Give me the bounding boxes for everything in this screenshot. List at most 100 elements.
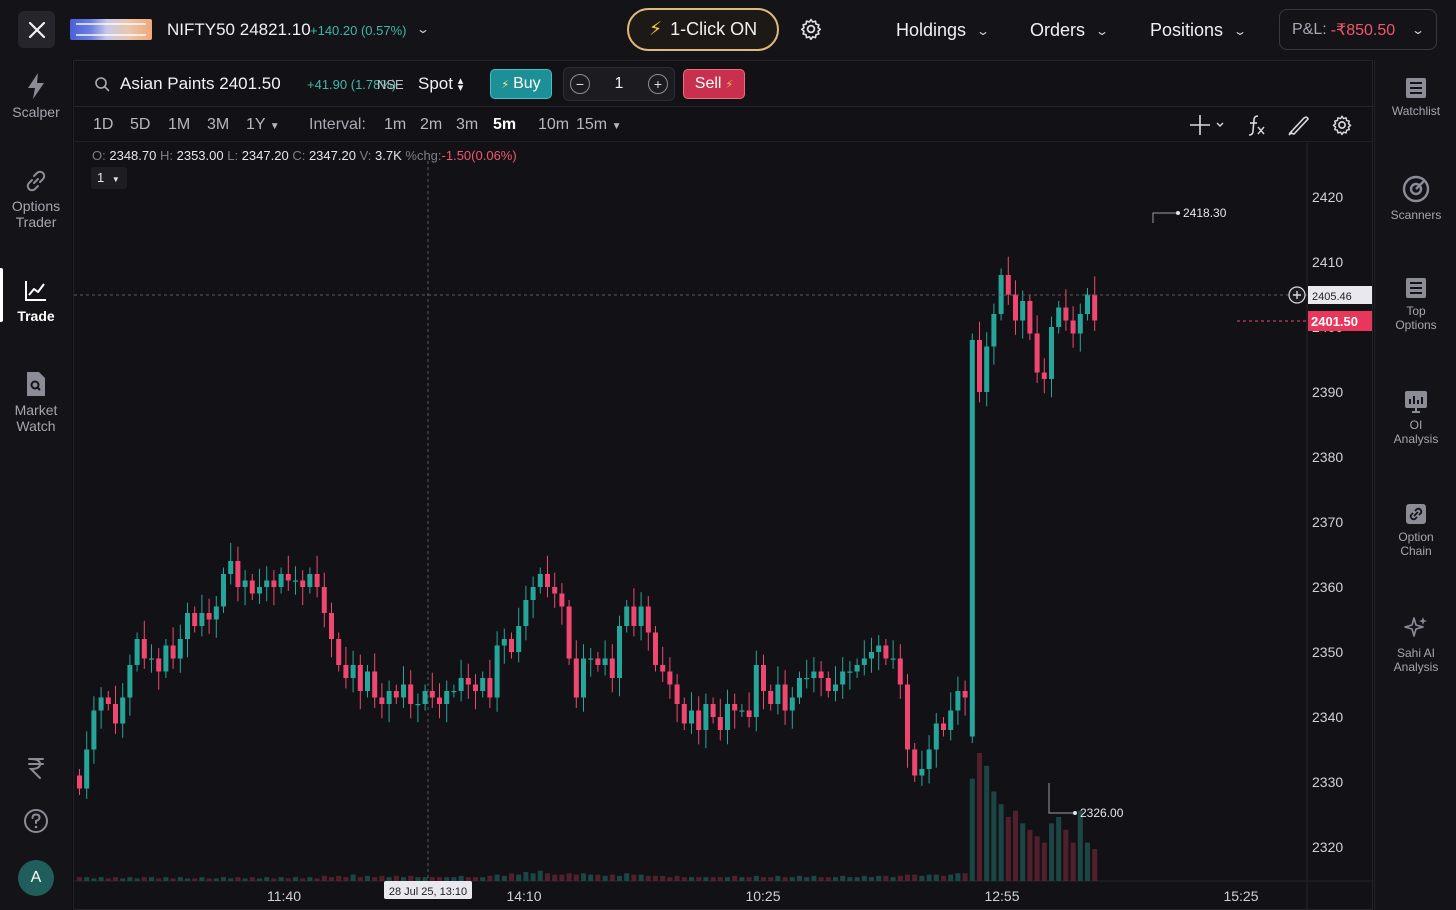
interval-10m[interactable]: 10m bbox=[538, 116, 570, 133]
chart-settings-icon[interactable] bbox=[1331, 114, 1353, 136]
candle-body bbox=[473, 684, 478, 691]
sidebar-item-label: Scalper bbox=[12, 104, 60, 120]
volume-bar bbox=[401, 877, 406, 881]
holdings-menu[interactable]: Holdings ⌄ bbox=[896, 20, 990, 41]
crosshair-time: 28 Jul 25, 13:10 bbox=[389, 886, 467, 898]
rupee-button[interactable] bbox=[0, 756, 72, 784]
last-price: 2401.50 bbox=[1311, 314, 1358, 329]
candle-body bbox=[869, 652, 874, 659]
candle-body bbox=[1049, 327, 1054, 379]
volume-bar bbox=[192, 878, 198, 881]
range-5d[interactable]: 5D bbox=[130, 116, 151, 133]
volume-bar bbox=[465, 877, 471, 881]
symbol-name: Asian Paints bbox=[120, 74, 215, 93]
pane-selector[interactable]: 1 ▼ bbox=[91, 167, 127, 189]
candle-body bbox=[897, 658, 903, 685]
interval-1m[interactable]: 1m bbox=[384, 116, 407, 133]
sell-button[interactable]: Sell ⚡ bbox=[683, 69, 745, 99]
candle-body bbox=[314, 574, 320, 587]
sidebar-item-market-watch[interactable]: Market Watch bbox=[0, 370, 72, 434]
indicators-icon[interactable] bbox=[1245, 114, 1267, 136]
candle-body bbox=[797, 678, 802, 698]
pnl-dropdown[interactable]: P&L: -₹850.50 ⌄ bbox=[1279, 9, 1437, 50]
volume-bar bbox=[271, 878, 277, 881]
candle-body bbox=[696, 710, 702, 730]
volume-bar bbox=[883, 875, 889, 881]
symbol-search[interactable]: Asian Paints 2401.50 bbox=[120, 74, 281, 94]
positions-menu[interactable]: Positions ⌄ bbox=[1150, 20, 1247, 41]
gear-icon[interactable] bbox=[799, 17, 823, 41]
buy-button[interactable]: ⚡ Buy bbox=[490, 69, 552, 99]
list-icon bbox=[1406, 78, 1426, 98]
decrement-button[interactable]: − bbox=[570, 74, 590, 94]
sidebar-item-scalper[interactable]: Scalper bbox=[0, 72, 72, 120]
interval-3m[interactable]: 3m bbox=[456, 116, 479, 133]
crosshair-icon[interactable] bbox=[1189, 114, 1229, 136]
sidebar-item-top-options[interactable]: Top Options bbox=[1375, 276, 1456, 332]
candle-body bbox=[437, 697, 442, 704]
sidebar-item-scanners[interactable]: Scanners bbox=[1375, 174, 1456, 222]
volume-bar bbox=[573, 874, 579, 881]
volume-bar bbox=[811, 875, 817, 881]
candle-body bbox=[847, 671, 853, 673]
volume-bar bbox=[321, 875, 327, 881]
sidebar-item-oi-analysis[interactable]: OI Analysis bbox=[1375, 388, 1456, 446]
sidebar-item-label: OI Analysis bbox=[1393, 418, 1439, 446]
sidebar-item-trade[interactable]: Trade bbox=[0, 268, 72, 324]
candle-body bbox=[494, 645, 500, 698]
plus-icon bbox=[1293, 291, 1301, 299]
volume-bar bbox=[278, 877, 284, 881]
range-1m[interactable]: 1M bbox=[168, 116, 191, 133]
segment-select[interactable]: Spot ▴ ▾ bbox=[418, 74, 463, 94]
candle-body bbox=[480, 678, 486, 691]
candle-body bbox=[365, 671, 370, 691]
avatar[interactable]: A bbox=[18, 860, 54, 896]
candle-body bbox=[98, 697, 104, 711]
volume-bar bbox=[365, 875, 370, 881]
volume-bar bbox=[329, 877, 334, 881]
volume-bar bbox=[249, 877, 255, 881]
sidebar-item-watchlist[interactable]: Watchlist bbox=[1375, 76, 1456, 118]
volume-bar bbox=[638, 874, 644, 881]
close-button[interactable] bbox=[18, 11, 55, 48]
quantity-input[interactable]: 1 bbox=[614, 75, 624, 92]
range-1y[interactable]: 1Y ▼ bbox=[246, 116, 280, 134]
index-name[interactable]: NIFTY50 24821.10 bbox=[167, 20, 311, 39]
help-button[interactable] bbox=[0, 808, 72, 838]
volume-bar bbox=[105, 878, 111, 881]
sidebar-item-option-chain[interactable]: Option Chain bbox=[1375, 502, 1456, 558]
increment-button[interactable]: + bbox=[648, 74, 668, 94]
volume-bar bbox=[717, 877, 723, 881]
range-1d[interactable]: 1D bbox=[93, 116, 114, 133]
interval-5m[interactable]: 5m bbox=[493, 116, 517, 133]
candle-body bbox=[249, 580, 255, 594]
interval-2m[interactable]: 2m bbox=[420, 116, 443, 133]
candle-body bbox=[271, 580, 277, 587]
range-3m[interactable]: 3M bbox=[207, 116, 230, 133]
candle-body bbox=[775, 684, 781, 704]
quantity-stepper: − 1 + bbox=[563, 67, 675, 101]
crosshair-time-tag bbox=[384, 881, 472, 899]
draw-tool-icon[interactable] bbox=[1287, 114, 1311, 136]
candle-body bbox=[329, 613, 334, 639]
one-click-toggle[interactable]: ⚡ 1-Click ON bbox=[627, 8, 779, 51]
volume-bar bbox=[689, 877, 694, 881]
candle-body bbox=[984, 346, 990, 392]
price-chart[interactable]: 2420241024002390238023702360235023402330… bbox=[74, 61, 1374, 910]
candle-body bbox=[617, 626, 622, 678]
orders-menu[interactable]: Orders ⌄ bbox=[1030, 20, 1109, 41]
sidebar-item-sahi-ai-analysis[interactable]: Sahi AI Analysis bbox=[1375, 614, 1456, 674]
time-tick-label: 10:25 bbox=[745, 888, 780, 904]
volume-bar bbox=[660, 875, 666, 881]
volume-bar bbox=[379, 875, 385, 881]
chevron-down-icon[interactable]: ⌄ bbox=[415, 22, 431, 36]
interval-15m[interactable]: 15m ▼ bbox=[576, 116, 621, 134]
candle-body bbox=[638, 606, 644, 626]
volume-bar bbox=[905, 874, 910, 881]
volume-bar bbox=[235, 877, 241, 881]
sidebar-item-options-trader[interactable]: Options Trader bbox=[0, 168, 72, 230]
search-icon[interactable] bbox=[94, 76, 110, 92]
volume-bar bbox=[696, 877, 702, 881]
volume-bar bbox=[1005, 817, 1011, 881]
candle-body bbox=[141, 639, 147, 659]
